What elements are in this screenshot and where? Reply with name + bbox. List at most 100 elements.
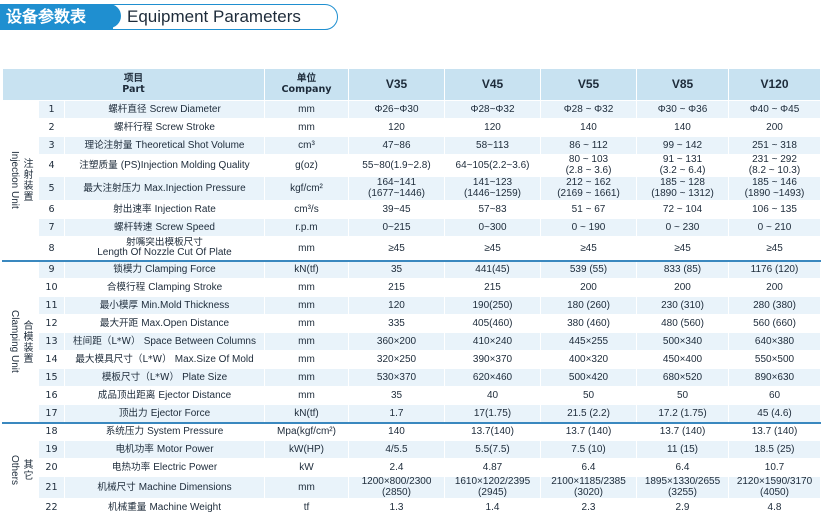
value-cell: 164~141 (1677~1446)	[348, 176, 445, 201]
parameter-name: 系统压力 System Pressure	[64, 421, 265, 441]
unit-cell: kW	[264, 458, 349, 477]
table-row: Injection Unit 注射装置 1 螺杆直径 Screw Diameter mm…	[2, 100, 821, 261]
value-cell: 1.3	[348, 498, 445, 517]
parameter-name-en: Clamping Force	[145, 264, 216, 276]
value-cell: 4.8	[728, 498, 821, 517]
value-cell: 45 (4.6)	[728, 404, 821, 423]
table-row: 6 射出速率 Injection Rate cm³/s 39~45 57~83 51 ~ …	[3, 200, 821, 219]
value-cell: 200	[540, 278, 637, 297]
value-cell: 1176 (120)	[728, 259, 821, 279]
unit-cell: mm	[264, 314, 349, 333]
table-row: 22 机械重量 Machine Weight tf 1.3 1.4 2.3 2.9 4.8	[3, 498, 821, 517]
parameter-name-en: Machine Dimensions	[138, 482, 232, 493]
row-number: 1	[38, 100, 65, 119]
table-header-row: 项目 Part 单位 Company V35 V45 V55 V85 V120	[2, 68, 821, 101]
value-cell: 6.4	[636, 458, 729, 477]
unit-cell: g(oz)	[264, 154, 349, 177]
table-row: 14 最大模具尺寸（L*W） Max.Size Of Mold mm 320×250 3…	[3, 350, 821, 369]
parameter-name: 成品顶出距离 Ejector Distance	[64, 386, 265, 405]
group-label: Injection Unit 注射装置	[2, 100, 39, 261]
value-cell: 280 (380)	[728, 296, 821, 315]
parameter-name-cn: 电热功率	[111, 462, 151, 473]
value-cell: 405(460)	[444, 314, 541, 333]
row-number: 8	[38, 236, 65, 261]
group-label-en: Injection Unit	[9, 151, 20, 210]
value-cell: 1.7	[348, 404, 445, 423]
parameter-name-cn: 最小模厚	[99, 300, 139, 311]
value-cell: 2120×1590/3170 (4050)	[728, 476, 821, 499]
unit-cell: mm	[264, 278, 349, 297]
col-header-part-en: Part	[122, 83, 145, 95]
parameter-name-cn: 机械尺寸	[97, 482, 136, 493]
parameter-name-en: Space Between Columns	[143, 336, 256, 347]
value-cell: 60	[728, 386, 821, 405]
unit-cell: kN(tf)	[264, 404, 349, 423]
parameter-name: 最大开距 Max.Open Distance	[64, 314, 265, 333]
value-cell: 480 (560)	[636, 314, 729, 333]
row-number: 18	[38, 421, 65, 441]
group-label-cn: 其它	[21, 458, 32, 481]
parameter-name: 电机功率 Motor Power	[64, 440, 265, 459]
value-cell: 50	[540, 386, 637, 405]
parameter-name-en: Max.Injection Pressure	[143, 183, 246, 194]
parameter-name-en: Min.Mold Thickness	[141, 300, 230, 311]
value-cell: ≥45	[348, 236, 445, 261]
parameter-name-en: (PS)Injection Molding Quality	[120, 160, 250, 171]
row-number: 17	[38, 404, 65, 423]
unit-cell: kW(HP)	[264, 440, 349, 459]
value-cell: 441(45)	[444, 259, 541, 279]
row-number: 21	[38, 476, 65, 499]
value-cell: 1.4	[444, 498, 541, 517]
parameter-name-cn: 电机功率	[115, 444, 154, 455]
value-cell: 212 ~ 162 (2169 ~ 1661)	[540, 176, 637, 201]
value-cell: 72 ~ 104	[636, 200, 729, 219]
parameter-name-en: Length Of Nozzle Cut Of Plate	[97, 247, 232, 259]
value-cell: 13.7 (140)	[728, 421, 821, 441]
value-cell: ≥45	[540, 236, 637, 261]
parameter-name-cn: 理论注射量	[84, 140, 133, 151]
value-cell: 1200×800/2300 (2850)	[348, 476, 445, 499]
table-row: 21 机械尺寸 Machine Dimensions mm 1200×800/2300…	[3, 476, 821, 499]
value-cell: 5.5(7.5)	[444, 440, 541, 459]
value-cell: 86 ~ 112	[540, 136, 637, 155]
parameter-name-cn: 射出速率	[113, 204, 152, 215]
unit-cell: mm	[264, 386, 349, 405]
value-cell: 140	[636, 118, 729, 137]
parameter-name-en: Clamping Stroke	[148, 282, 223, 293]
parameter-name-cn: 最大开距	[99, 318, 139, 329]
header-title-en: Equipment Parameters	[107, 4, 338, 30]
parameter-name: 螺杆转速 Screw Speed	[64, 218, 265, 237]
col-header-part: 项目 Part	[2, 68, 265, 101]
value-cell: 1895×1330/2655 (3255)	[636, 476, 729, 499]
table-row: 16 成品顶出距离 Ejector Distance mm 35 40 50 50 60	[3, 386, 821, 405]
value-cell: 230 (310)	[636, 296, 729, 315]
unit-cell: cm³/s	[264, 200, 349, 219]
value-cell: 13.7 (140)	[540, 421, 637, 441]
value-cell: 35	[348, 259, 445, 279]
value-cell: 200	[728, 118, 821, 137]
row-number: 22	[38, 498, 65, 517]
parameter-name-en: Electric Power	[153, 462, 218, 473]
group-label-en: Clamping Unit	[9, 310, 20, 373]
value-cell: 140	[348, 421, 445, 441]
value-cell: 0~300	[444, 218, 541, 237]
value-cell: 180 (260)	[540, 296, 637, 315]
unit-cell: kN(tf)	[264, 259, 349, 279]
group-label-cn: 注射装置	[21, 158, 32, 203]
value-cell: 21.5 (2.2)	[540, 404, 637, 423]
unit-cell: r.p.m	[264, 218, 349, 237]
parameter-name-en: Screw Diameter	[149, 104, 221, 115]
value-cell: 140	[540, 118, 637, 137]
parameter-name: 顶出力 Ejector Force	[64, 404, 265, 423]
table-row: 17 顶出力 Ejector Force kN(tf) 1.7 17(1.75) 21.5…	[3, 404, 821, 423]
parameter-name-cn: 注塑质量	[79, 160, 118, 171]
parameter-name: 射出速率 Injection Rate	[64, 200, 265, 219]
value-cell: 215	[348, 278, 445, 297]
value-cell: 0 ~ 190	[540, 218, 637, 237]
parameter-name-cn: 系统压力	[105, 426, 145, 438]
parameter-name: 最大注射压力 Max.Injection Pressure	[64, 176, 265, 201]
value-cell: 530×370	[348, 368, 445, 387]
value-cell: 560 (660)	[728, 314, 821, 333]
value-cell: 380 (460)	[540, 314, 637, 333]
table-body: Injection Unit 注射装置 1 螺杆直径 Screw Diameter mm…	[2, 100, 821, 517]
